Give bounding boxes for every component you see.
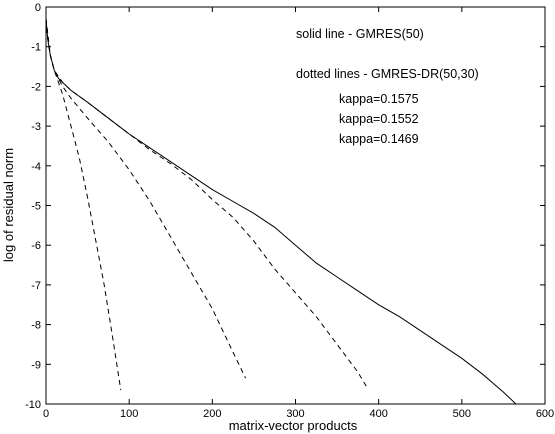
y-tick-label: -4 — [31, 161, 41, 173]
x-tick-label: 500 — [453, 408, 471, 420]
y-tick-label: -3 — [31, 121, 41, 133]
x-tick-label: 100 — [120, 408, 138, 420]
kappa-label-3: kappa=0.1469 — [339, 132, 419, 146]
x-tick-label: 300 — [286, 408, 304, 420]
y-tick-label: -1 — [31, 42, 41, 54]
y-tick-label: -7 — [31, 280, 41, 292]
y-tick-label: -5 — [31, 201, 41, 213]
y-tick-label: -9 — [31, 359, 41, 371]
ticks-layer: 0 100 200 300 400 500 600 0 -1 -2 -3 -4 -5 -6 -7 -8 -9 -1… — [25, 2, 554, 420]
gmres-dr-kappa-0.1469-line — [45, 18, 367, 387]
x-tick-label: 600 — [536, 408, 554, 420]
kappa-label-1: kappa=0.1575 — [339, 92, 419, 106]
y-tick-label: 0 — [35, 2, 41, 14]
series-layer — [45, 18, 517, 405]
y-tick-label: -2 — [31, 81, 41, 93]
legend-dotted-label: dotted lines - GMRES-DR(50,30) — [296, 67, 479, 81]
x-tick-label: 0 — [43, 408, 49, 420]
x-tick-label: 200 — [203, 408, 221, 420]
legend-solid-label: solid line - GMRES(50) — [296, 27, 424, 41]
gmres-dr-kappa-0.1552-line — [45, 18, 247, 379]
y-tick-label: -10 — [25, 399, 41, 411]
y-axis-title: log of residual norm — [1, 148, 16, 262]
x-axis-title: matrix-vector products — [229, 418, 358, 433]
y-tick-label: -6 — [31, 240, 41, 252]
kappa-label-2: kappa=0.1552 — [339, 112, 419, 126]
y-tick-label: -8 — [31, 320, 41, 332]
x-tick-label: 400 — [369, 408, 387, 420]
